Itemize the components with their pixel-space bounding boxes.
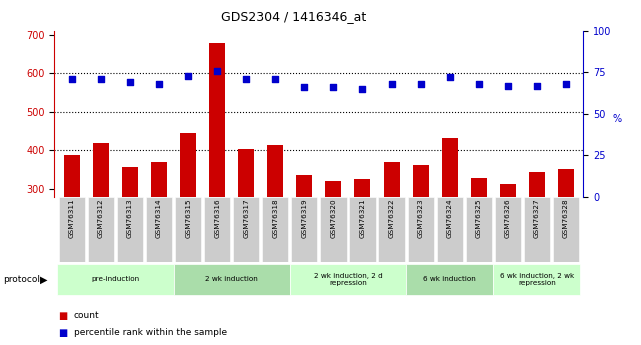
Point xyxy=(503,83,513,88)
FancyBboxPatch shape xyxy=(437,197,463,262)
FancyBboxPatch shape xyxy=(465,197,492,262)
FancyBboxPatch shape xyxy=(320,197,347,262)
FancyBboxPatch shape xyxy=(233,197,260,262)
FancyBboxPatch shape xyxy=(349,197,376,262)
Y-axis label: %: % xyxy=(612,114,622,124)
Point xyxy=(96,76,106,82)
Text: 2 wk induction: 2 wk induction xyxy=(205,276,258,283)
FancyBboxPatch shape xyxy=(88,197,114,262)
FancyBboxPatch shape xyxy=(495,197,521,262)
Text: GSM76325: GSM76325 xyxy=(476,199,481,238)
FancyBboxPatch shape xyxy=(406,264,493,295)
Point xyxy=(415,81,426,87)
FancyBboxPatch shape xyxy=(59,197,85,262)
Point xyxy=(154,81,164,87)
Bar xyxy=(93,143,109,197)
Point xyxy=(125,80,135,85)
FancyBboxPatch shape xyxy=(58,264,174,295)
Text: GSM76312: GSM76312 xyxy=(98,199,104,238)
FancyBboxPatch shape xyxy=(378,197,404,262)
Point xyxy=(561,81,571,87)
Text: GSM76320: GSM76320 xyxy=(330,199,337,238)
Text: ■: ■ xyxy=(58,311,67,321)
Point xyxy=(183,73,194,79)
Point xyxy=(387,81,397,87)
Bar xyxy=(326,181,342,197)
Bar xyxy=(64,155,80,197)
Text: GSM76324: GSM76324 xyxy=(447,199,453,238)
Point xyxy=(328,85,338,90)
Text: count: count xyxy=(74,311,99,320)
Text: ■: ■ xyxy=(58,328,67,338)
FancyBboxPatch shape xyxy=(175,197,201,262)
Text: GSM76316: GSM76316 xyxy=(214,199,221,238)
Text: GSM76323: GSM76323 xyxy=(417,199,424,238)
Point xyxy=(271,76,281,82)
Point xyxy=(444,75,454,80)
FancyBboxPatch shape xyxy=(493,264,580,295)
Bar xyxy=(151,162,167,197)
FancyBboxPatch shape xyxy=(408,197,434,262)
Bar xyxy=(296,176,312,197)
FancyBboxPatch shape xyxy=(117,197,143,262)
Bar xyxy=(180,133,196,197)
FancyBboxPatch shape xyxy=(146,197,172,262)
Text: GSM76314: GSM76314 xyxy=(156,199,162,238)
Bar xyxy=(122,167,138,197)
Text: GSM76318: GSM76318 xyxy=(272,199,278,238)
Text: 6 wk induction, 2 wk
repression: 6 wk induction, 2 wk repression xyxy=(500,273,574,286)
FancyBboxPatch shape xyxy=(174,264,290,295)
Bar xyxy=(500,184,516,197)
Bar xyxy=(267,146,283,197)
FancyBboxPatch shape xyxy=(204,197,230,262)
Text: GSM76317: GSM76317 xyxy=(243,199,249,238)
Text: GSM76319: GSM76319 xyxy=(301,199,308,238)
Point xyxy=(357,86,367,92)
Point xyxy=(474,81,484,87)
Text: GSM76311: GSM76311 xyxy=(69,199,75,238)
Point xyxy=(531,83,542,88)
Bar xyxy=(238,148,254,197)
Point xyxy=(241,76,251,82)
FancyBboxPatch shape xyxy=(290,264,406,295)
Text: GSM76327: GSM76327 xyxy=(534,199,540,238)
Text: GDS2304 / 1416346_at: GDS2304 / 1416346_at xyxy=(221,10,366,23)
Point xyxy=(67,76,77,82)
Text: GSM76313: GSM76313 xyxy=(127,199,133,238)
FancyBboxPatch shape xyxy=(553,197,579,262)
Bar xyxy=(529,171,545,197)
Bar xyxy=(354,179,370,197)
Text: protocol: protocol xyxy=(3,275,40,284)
Point xyxy=(299,85,310,90)
FancyBboxPatch shape xyxy=(291,197,317,262)
Bar xyxy=(558,169,574,197)
Text: 6 wk induction: 6 wk induction xyxy=(423,276,476,283)
Bar xyxy=(442,138,458,197)
Point xyxy=(212,68,222,73)
Text: GSM76326: GSM76326 xyxy=(504,199,511,238)
Bar xyxy=(470,178,487,197)
Bar xyxy=(383,162,399,197)
Text: ▶: ▶ xyxy=(40,275,48,284)
Text: percentile rank within the sample: percentile rank within the sample xyxy=(74,328,227,337)
FancyBboxPatch shape xyxy=(262,197,288,262)
Bar xyxy=(209,43,225,197)
FancyBboxPatch shape xyxy=(524,197,550,262)
Text: GSM76322: GSM76322 xyxy=(388,199,395,238)
Text: GSM76321: GSM76321 xyxy=(360,199,365,238)
Text: 2 wk induction, 2 d
repression: 2 wk induction, 2 d repression xyxy=(313,273,382,286)
Text: GSM76315: GSM76315 xyxy=(185,199,191,238)
Text: GSM76328: GSM76328 xyxy=(563,199,569,238)
Bar xyxy=(413,165,429,197)
Text: pre-induction: pre-induction xyxy=(92,276,140,283)
